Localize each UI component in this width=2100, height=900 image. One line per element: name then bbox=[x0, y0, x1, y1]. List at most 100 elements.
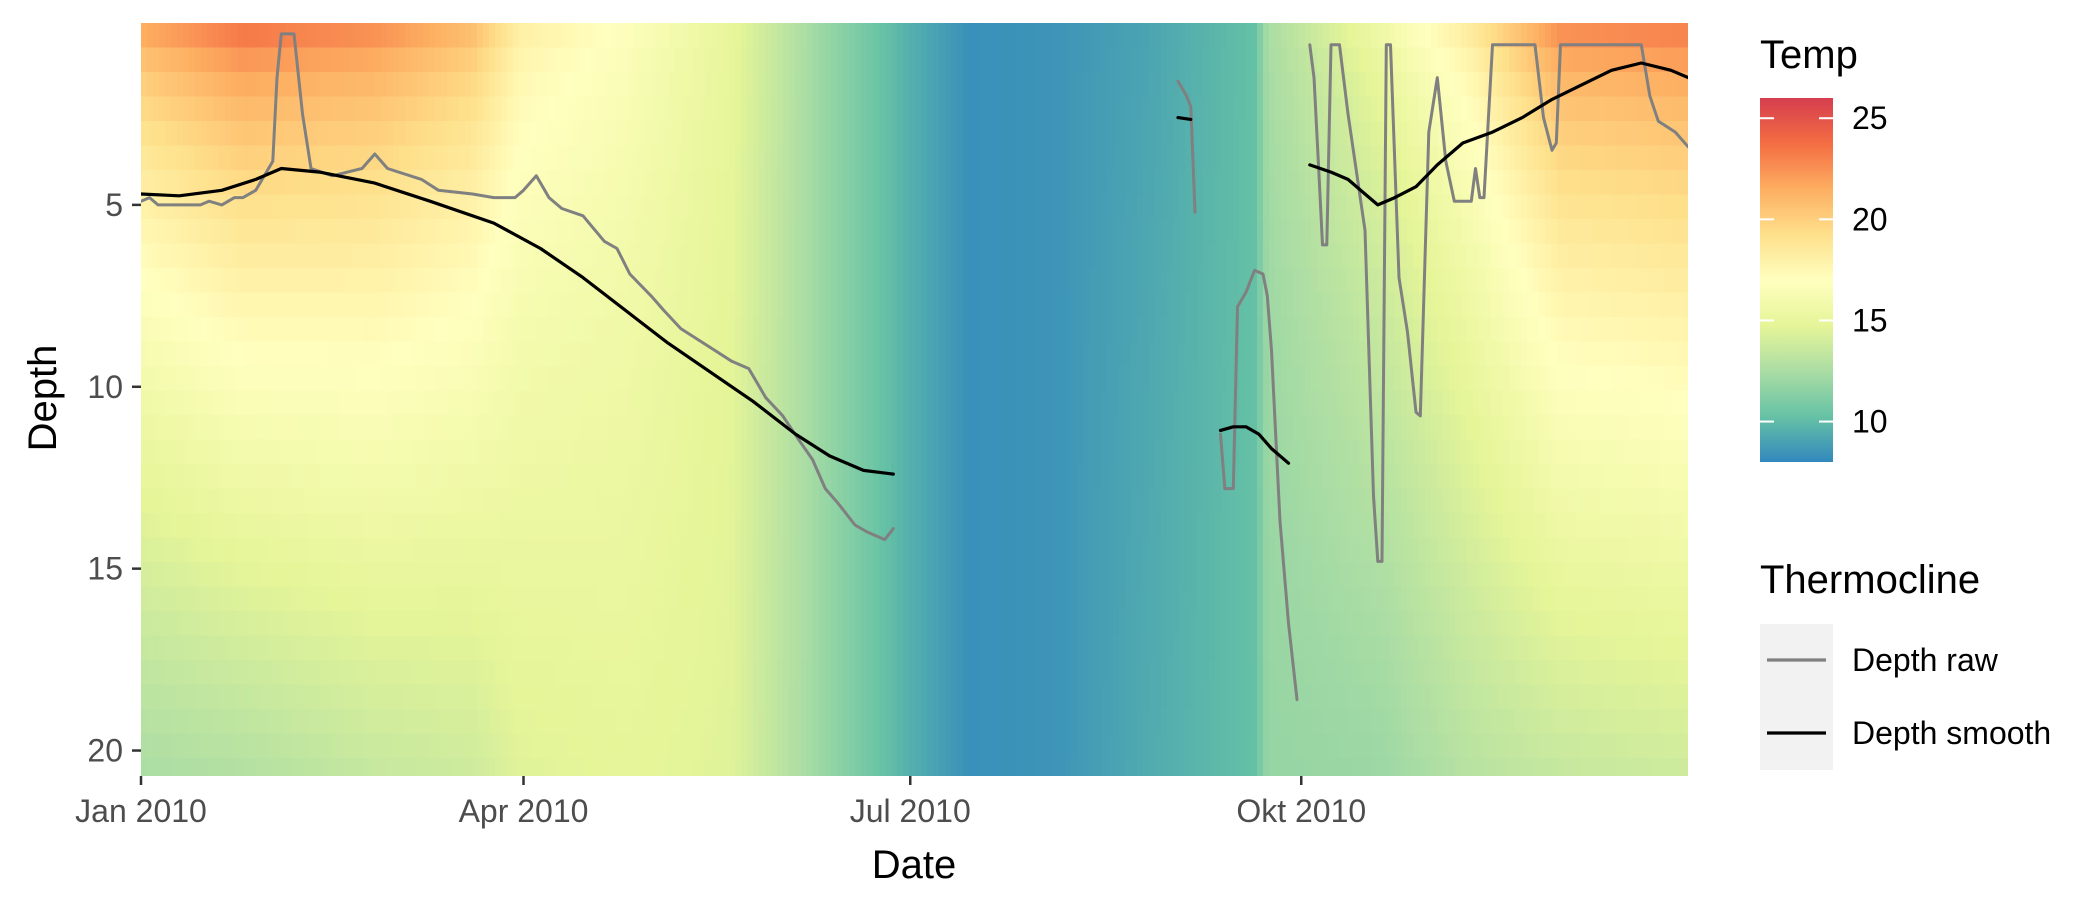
heatmap-cell bbox=[441, 47, 448, 73]
heatmap-cell bbox=[831, 562, 838, 588]
heatmap-cell bbox=[333, 72, 340, 98]
heatmap-cell bbox=[543, 464, 550, 490]
heatmap-cell bbox=[873, 660, 880, 686]
heatmap-cell bbox=[435, 709, 442, 735]
heatmap-cell bbox=[891, 170, 898, 196]
heatmap-cell bbox=[273, 145, 280, 171]
heatmap-cell bbox=[435, 660, 442, 686]
heatmap-cell bbox=[621, 268, 628, 294]
heatmap-cell bbox=[939, 268, 946, 294]
heatmap-cell bbox=[873, 170, 880, 196]
heatmap-cell bbox=[327, 194, 334, 220]
heatmap-cell bbox=[147, 513, 154, 539]
heatmap-cell bbox=[507, 47, 514, 73]
heatmap-cell bbox=[195, 243, 202, 269]
heatmap-cell bbox=[339, 537, 346, 563]
heatmap-cell bbox=[969, 562, 976, 588]
heatmap-cell bbox=[303, 268, 310, 294]
heatmap-cell bbox=[711, 513, 718, 539]
heatmap-cell bbox=[771, 415, 778, 441]
heatmap-cell bbox=[681, 758, 688, 776]
heatmap-cell bbox=[717, 709, 724, 735]
heatmap-cell bbox=[333, 243, 340, 269]
heatmap-cell bbox=[369, 341, 376, 367]
heatmap-cell bbox=[543, 488, 550, 514]
heatmap-cell bbox=[459, 586, 466, 612]
heatmap-cell bbox=[795, 464, 802, 490]
heatmap-cell bbox=[423, 145, 430, 171]
heatmap-cell bbox=[321, 390, 328, 416]
heatmap-cell bbox=[783, 243, 790, 269]
heatmap-cell bbox=[753, 268, 760, 294]
heatmap-cell bbox=[843, 684, 850, 710]
heatmap-cell bbox=[237, 586, 244, 612]
heatmap-cell bbox=[219, 243, 226, 269]
heatmap-cell bbox=[615, 562, 622, 588]
heatmap-cell bbox=[651, 390, 658, 416]
heatmap-cell bbox=[639, 23, 646, 49]
heatmap-cell bbox=[465, 23, 472, 49]
heatmap-cell bbox=[1041, 341, 1048, 367]
heatmap-cell bbox=[321, 121, 328, 147]
heatmap-cell bbox=[1083, 586, 1090, 612]
heatmap-cell bbox=[969, 586, 976, 612]
heatmap-cell bbox=[171, 660, 178, 686]
heatmap-cell bbox=[243, 317, 250, 343]
heatmap-cell bbox=[435, 390, 442, 416]
heatmap-cell bbox=[603, 684, 610, 710]
heatmap-cell bbox=[1005, 537, 1012, 563]
heatmap-cell bbox=[207, 611, 214, 637]
heatmap-cell bbox=[417, 366, 424, 392]
heatmap-cell bbox=[687, 219, 694, 245]
heatmap-cell bbox=[813, 170, 820, 196]
heatmap-cell bbox=[513, 611, 520, 637]
heatmap-cell bbox=[903, 733, 910, 759]
heatmap-cell bbox=[381, 268, 388, 294]
heatmap-cell bbox=[537, 23, 544, 49]
heatmap-cell bbox=[801, 219, 808, 245]
heatmap-cell bbox=[1011, 72, 1018, 98]
heatmap-cell bbox=[747, 366, 754, 392]
heatmap-cell bbox=[369, 23, 376, 49]
heatmap-cell bbox=[639, 488, 646, 514]
heatmap-cell bbox=[1095, 341, 1102, 367]
heatmap-cell bbox=[633, 194, 640, 220]
heatmap-cell bbox=[519, 121, 526, 147]
heatmap-cell bbox=[969, 170, 976, 196]
heatmap-cell bbox=[141, 268, 148, 294]
heatmap-cell bbox=[1095, 317, 1102, 343]
heatmap-cell bbox=[951, 586, 958, 612]
heatmap-cell bbox=[1005, 684, 1012, 710]
heatmap-cell bbox=[591, 292, 598, 318]
heatmap-cell bbox=[813, 243, 820, 269]
heatmap-cell bbox=[273, 537, 280, 563]
heatmap-cell bbox=[543, 366, 550, 392]
heatmap-cell bbox=[681, 709, 688, 735]
heatmap-cell bbox=[1101, 219, 1108, 245]
heatmap-cell bbox=[225, 390, 232, 416]
heatmap-cell bbox=[405, 292, 412, 318]
heatmap-cell bbox=[543, 733, 550, 759]
heatmap-cell bbox=[261, 660, 268, 686]
heatmap-cell bbox=[1035, 586, 1042, 612]
heatmap-cell bbox=[297, 415, 304, 441]
heatmap-cell bbox=[465, 684, 472, 710]
heatmap-cell bbox=[267, 537, 274, 563]
heatmap-cell bbox=[1107, 170, 1114, 196]
heatmap-cell bbox=[501, 660, 508, 686]
heatmap-cell bbox=[333, 488, 340, 514]
heatmap-cell bbox=[723, 96, 730, 122]
heatmap-cell bbox=[681, 586, 688, 612]
heatmap-cell bbox=[243, 464, 250, 490]
heatmap-cell bbox=[267, 611, 274, 637]
heatmap-cell bbox=[303, 145, 310, 171]
heatmap-cell bbox=[1071, 733, 1078, 759]
heatmap-cell bbox=[423, 341, 430, 367]
heatmap-cell bbox=[333, 170, 340, 196]
heatmap-cell bbox=[429, 709, 436, 735]
heatmap-cell bbox=[909, 366, 916, 392]
heatmap-cell bbox=[429, 145, 436, 171]
heatmap-cell bbox=[405, 366, 412, 392]
heatmap-cell bbox=[639, 243, 646, 269]
heatmap-cell bbox=[633, 660, 640, 686]
